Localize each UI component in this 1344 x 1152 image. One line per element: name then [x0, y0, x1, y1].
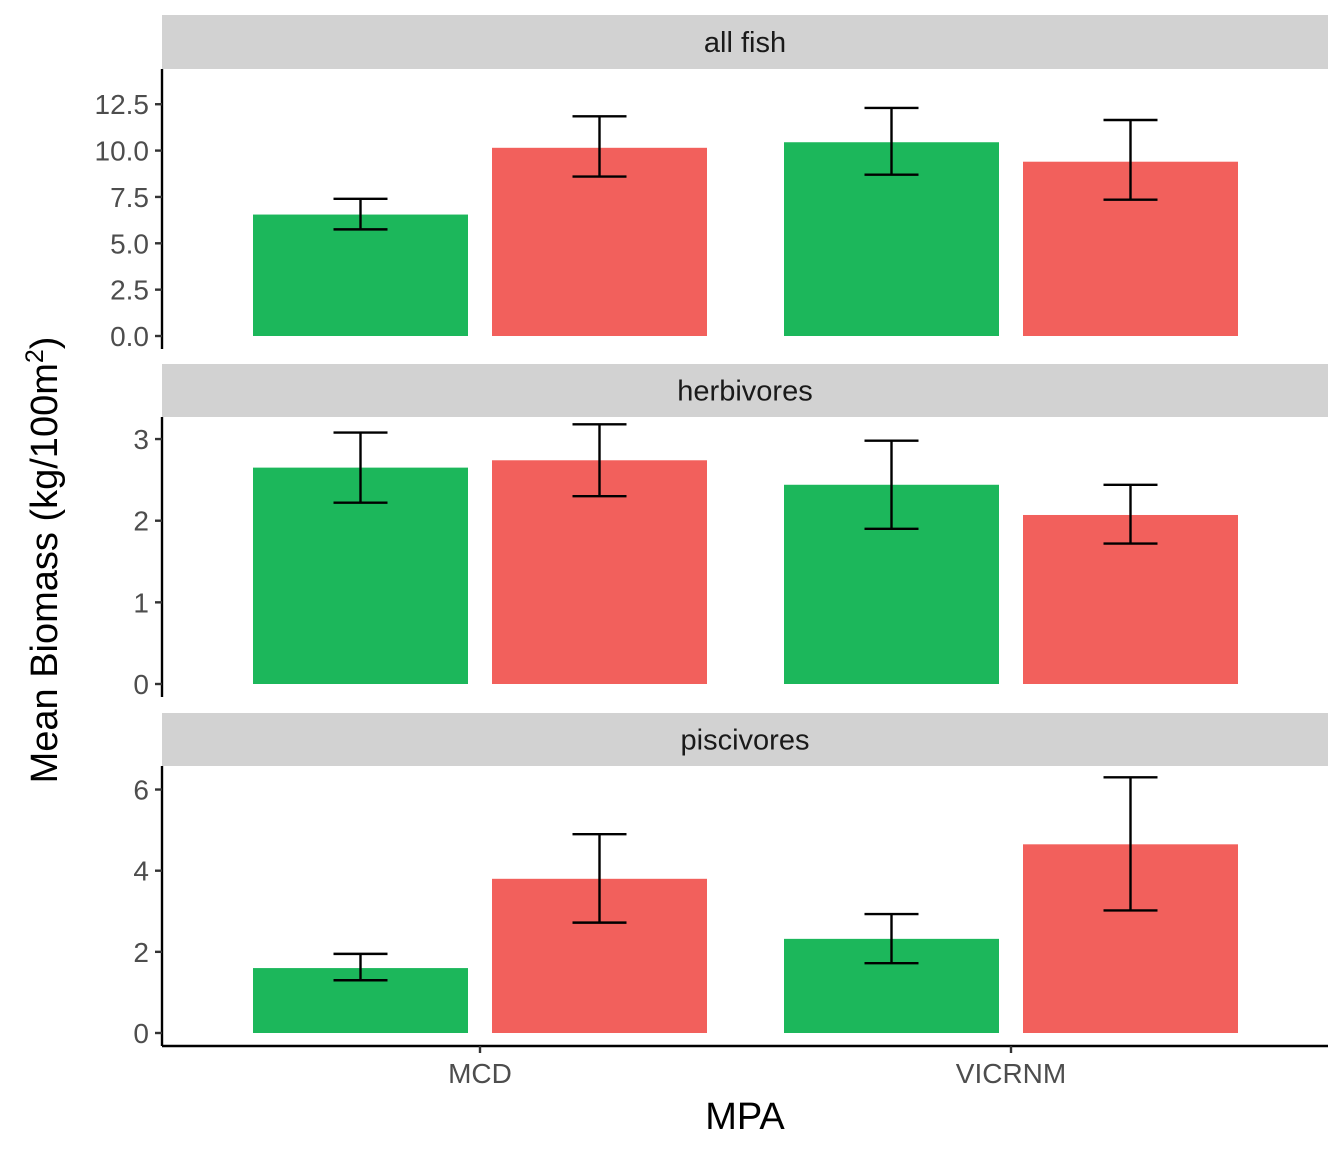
facet-strip-label: all fish: [704, 27, 786, 59]
facet-strip-background: [162, 713, 1328, 766]
y-tick-label: 12.5: [95, 89, 150, 120]
y-axis-title: Mean Biomass (kg/100m2): [21, 337, 66, 784]
y-tick-label: 5.0: [110, 228, 149, 259]
x-axis-ticks: MCD VICRNM: [448, 1046, 1066, 1089]
y-tick-label: 0: [133, 669, 149, 700]
x-axis-title: MPA: [705, 1096, 785, 1138]
panel-0: all fish 0.0 2.5 5.0 7.5 10.0 12.5: [95, 15, 1328, 352]
y-tick-label: 10.0: [95, 136, 150, 167]
y-tick-label: 2: [133, 506, 149, 537]
x-tick-label-vicrnm: VICRNM: [956, 1058, 1066, 1089]
y-tick-label: 2: [133, 937, 149, 968]
bar-mcd-red: [492, 460, 707, 684]
y-tick-label: 6: [133, 775, 149, 806]
y-axis-title-superscript: 2: [21, 349, 49, 363]
panel-2: piscivores 0 2 4 6: [133, 713, 1328, 1049]
panels-layer: all fish 0.0 2.5 5.0 7.5 10.0 12.5 herbivores 0 1…: [95, 15, 1328, 1049]
y-tick-label: 1: [133, 587, 149, 618]
facet-strip-label: piscivores: [681, 725, 810, 757]
y-tick-label: 4: [133, 856, 149, 887]
facet-strip-label: herbivores: [677, 376, 812, 408]
x-tick-label-mcd: MCD: [448, 1058, 512, 1089]
facet-strip-background: [162, 364, 1328, 417]
y-tick-label: 0.0: [110, 321, 149, 352]
bar-mcd-green: [253, 214, 468, 336]
y-tick-label: 3: [133, 424, 149, 455]
panel-1: herbivores 0 1 2 3: [133, 364, 1328, 700]
y-axis-title-close: ): [24, 337, 66, 350]
y-axis-title-main: Mean Biomass (kg/100m: [24, 363, 66, 783]
y-tick-label: 2.5: [110, 275, 149, 306]
facet-strip-background: [162, 15, 1328, 69]
y-tick-label: 7.5: [110, 182, 149, 213]
bar-mcd-red: [492, 147, 707, 336]
y-tick-label: 0: [133, 1018, 149, 1049]
